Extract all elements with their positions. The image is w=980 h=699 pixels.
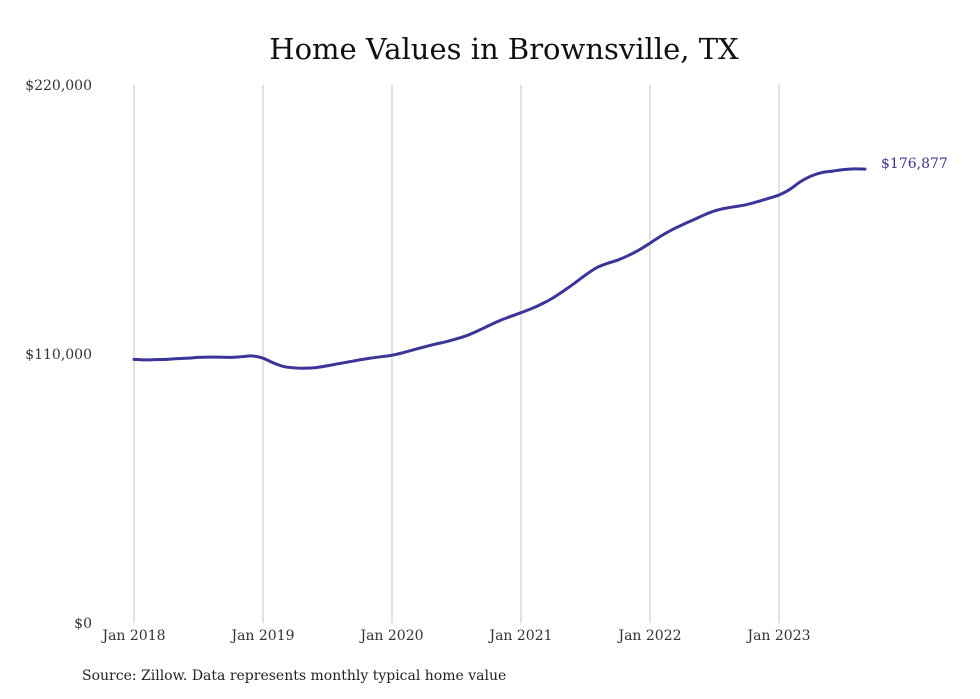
home-value-line bbox=[132, 167, 867, 370]
chart-title: Home Values in Brownsville, TX bbox=[269, 32, 739, 66]
x-tick-label: Jan 2021 bbox=[487, 628, 552, 644]
source-note: Source: Zillow. Data represents monthly … bbox=[82, 668, 507, 684]
x-tick-label: Jan 2020 bbox=[358, 628, 423, 644]
x-tick-label: Jan 2022 bbox=[616, 628, 681, 644]
x-tick-label: Jan 2018 bbox=[100, 628, 165, 644]
grid-lines bbox=[133, 85, 780, 623]
y-tick-label: $110,000 bbox=[25, 347, 92, 363]
x-tick-label: Jan 2023 bbox=[745, 628, 810, 644]
y-axis-ticks: $0 $110,000 $220,000 bbox=[25, 78, 92, 632]
x-tick-label: Jan 2019 bbox=[229, 628, 294, 644]
x-axis-ticks: Jan 2018 Jan 2019 Jan 2020 Jan 2021 Jan 2022… bbox=[100, 628, 810, 644]
y-tick-label: $220,000 bbox=[25, 78, 92, 94]
end-value-label: $176,877 bbox=[881, 156, 948, 172]
y-tick-label: $0 bbox=[74, 616, 92, 632]
